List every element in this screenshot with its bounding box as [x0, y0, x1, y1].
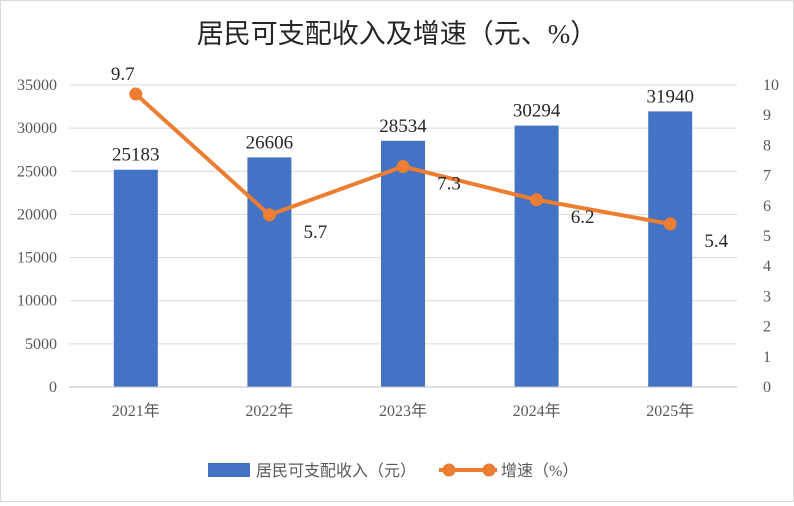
legend-label-line: 增速（%）	[501, 462, 578, 480]
y-right-tick-label: 10	[763, 77, 779, 94]
growth-point	[396, 160, 410, 174]
chart-title: 居民可支配收入及增速（元、%）	[197, 19, 598, 49]
growth-point	[530, 193, 544, 207]
x-tick-label: 2024年	[513, 402, 561, 420]
y-left-tick-label: 10000	[17, 293, 57, 310]
bar	[113, 169, 158, 387]
y-right-tick-label: 0	[763, 379, 771, 396]
bar-data-label: 28534	[379, 116, 427, 137]
x-tick-label: 2022年	[245, 402, 293, 420]
growth-point	[663, 217, 677, 231]
bar-data-label: 26606	[246, 132, 294, 153]
bar	[514, 125, 559, 388]
y-right-tick-label: 8	[763, 137, 771, 154]
bar-data-label: 31940	[646, 86, 694, 107]
y-left-tick-label: 35000	[17, 77, 57, 94]
y-right-tick-label: 5	[763, 228, 771, 245]
bar	[381, 140, 425, 387]
y-right-tick-label: 4	[763, 258, 771, 275]
y-left-tick-label: 30000	[17, 120, 57, 137]
bar-data-label: 30294	[513, 101, 561, 122]
bar-data-label: 25183	[112, 145, 160, 166]
y-left-tick-label: 5000	[25, 336, 57, 353]
legend-marker	[482, 463, 496, 477]
x-tick-label: 2025年	[646, 402, 694, 420]
y-left-tick-label: 15000	[17, 250, 57, 267]
legend-swatch-bar	[208, 463, 250, 477]
legend: 居民可支配收入（元） 增速（%）	[208, 462, 578, 480]
growth-point	[262, 208, 276, 222]
y-right-tick-label: 9	[763, 107, 771, 124]
legend-marker	[442, 463, 456, 477]
x-tick-label: 2021年	[112, 402, 160, 420]
y-right-tick-label: 6	[763, 198, 771, 215]
bar	[648, 111, 693, 387]
y-left-tick-label: 0	[49, 379, 57, 396]
y-left-tick-label: 25000	[17, 163, 57, 180]
line-data-label: 5.7	[304, 222, 328, 243]
y-right-tick-label: 2	[763, 319, 771, 336]
line-data-label: 6.2	[571, 207, 595, 228]
line-data-label: 7.3	[437, 174, 461, 195]
y-right-tick-label: 3	[763, 288, 771, 305]
line-data-label: 9.7	[111, 64, 135, 85]
legend-label-bar: 居民可支配收入（元）	[256, 462, 416, 480]
y-right-tick-label: 1	[763, 349, 771, 366]
y-right-tick-label: 7	[763, 168, 771, 185]
bar	[247, 157, 292, 387]
x-tick-label: 2023年	[379, 402, 427, 420]
growth-point	[129, 87, 143, 101]
y-left-tick-label: 20000	[17, 206, 57, 223]
line-data-label: 5.4	[704, 231, 728, 252]
